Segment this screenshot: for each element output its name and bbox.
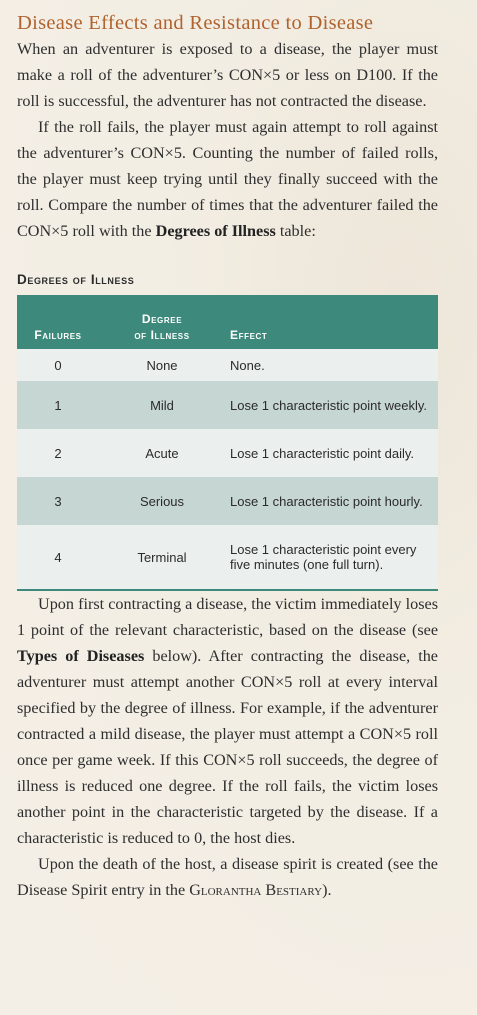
table-row: 3 Serious Lose 1 characteristic point ho… [17, 477, 438, 525]
intro-paragraph-2: If the roll fails, the player must again… [17, 114, 438, 244]
table-row: 2 Acute Lose 1 characteristic point dail… [17, 429, 438, 477]
cell-effect: None. [230, 357, 265, 373]
cell-effect: Lose 1 characteristic point weekly. [230, 397, 428, 413]
intro-paragraph-1: When an adventurer is exposed to a disea… [17, 40, 438, 110]
after-paragraph-2-start: Upon the death of the host, a disease sp… [17, 855, 438, 899]
cell-failures: 4 [54, 549, 62, 565]
header-degree-line1: Degree [141, 312, 183, 326]
cell-degree: Terminal [137, 549, 187, 565]
header-effect: Effect [230, 328, 268, 342]
types-of-diseases-reference: Types of Diseases [17, 647, 145, 665]
header-degree-line2: of Illness [134, 328, 190, 342]
cell-degree: Acute [145, 445, 179, 461]
table-row: 0 None None. [17, 349, 438, 381]
degrees-of-illness-reference: Degrees of Illness [155, 222, 276, 240]
cell-failures: 0 [54, 357, 62, 373]
table-row: 1 Mild Lose 1 characteristic point weekl… [17, 381, 438, 429]
cell-degree: None [146, 357, 178, 373]
glorantha-bestiary-reference: Glorantha Bestiary [189, 881, 323, 899]
after-paragraph-2-end: ). [322, 881, 332, 899]
cell-effect: Lose 1 characteristic point daily. [230, 445, 415, 461]
table-row: 4 Terminal Lose 1 characteristic point e… [17, 525, 438, 590]
table-title: Degrees of Illness [17, 272, 135, 287]
header-degree-of-illness: Degree of Illness [99, 295, 225, 349]
cell-effect: Lose 1 characteristic point every five m… [230, 542, 417, 572]
section-title: Disease Effects and Resistance to Diseas… [17, 12, 374, 34]
intro-paragraph-2-start: If the roll fails, the player must again… [17, 118, 438, 240]
after-paragraph-2: Upon the death of the host, a disease sp… [17, 851, 438, 903]
table-header-row: Failures Degree of Illness Effect [17, 295, 438, 349]
degrees-of-illness-table: Failures Degree of Illness Effect 0 None … [17, 295, 438, 591]
intro-paragraph-2-end: table: [275, 222, 316, 240]
cell-failures: 3 [54, 493, 62, 509]
cell-degree: Mild [150, 397, 174, 413]
cell-failures: 2 [54, 445, 62, 461]
header-failures: Failures [34, 328, 82, 342]
page: Disease Effects and Resistance to Diseas… [17, 10, 438, 903]
after-paragraph-1-start: Upon first contracting a disease, the vi… [17, 595, 438, 639]
cell-effect: Lose 1 characteristic point hourly. [230, 493, 423, 509]
after-paragraph-1: Upon first contracting a disease, the vi… [17, 591, 438, 851]
cell-degree: Serious [139, 493, 185, 509]
after-paragraph-1-end: below). After contracting the disease, t… [17, 647, 438, 847]
cell-failures: 1 [54, 397, 62, 413]
